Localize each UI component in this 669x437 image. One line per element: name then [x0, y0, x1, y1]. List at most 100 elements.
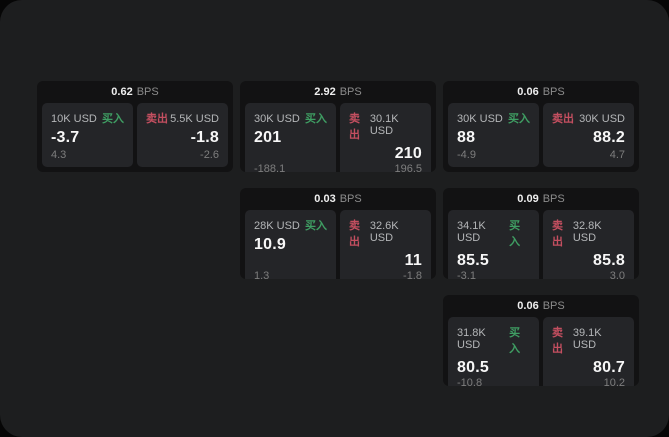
buy-panel[interactable]: 30K USD 买入 201 -188.1: [245, 103, 336, 172]
buy-price: 88: [457, 129, 476, 146]
bps-unit-label: BPS: [136, 86, 159, 98]
buy-delta: -4.9: [457, 149, 476, 161]
sell-panel-header: 卖出 39.1K USD: [552, 324, 625, 356]
sell-tag: 卖出: [349, 113, 360, 141]
sell-amount: 32.8K USD: [572, 220, 602, 244]
sell-panel-header: 卖出 32.8K USD: [552, 217, 625, 249]
sell-amount: 32.6K USD: [369, 220, 399, 244]
bps-header: 0.62 BPS: [37, 81, 233, 103]
buy-panel[interactable]: 31.8K USD 买入 80.5 -10.8: [448, 317, 539, 386]
buy-panel-header: 28K USD 买入: [254, 217, 327, 233]
sell-delta: -2.6: [200, 149, 219, 161]
bps-value: 0.06: [517, 300, 539, 312]
buy-price: 10.9: [254, 236, 286, 253]
quote-body: 10K USD 买入 -3.7 4.3 卖出 5.5K USD -1.8 -2.…: [37, 103, 233, 172]
buy-tag: 买入: [508, 113, 530, 125]
buy-panel-header: 34.1K USD 买入: [457, 217, 530, 249]
quote-card: 0.62 BPS 10K USD 买入 -3.7 4.3 卖出 5.5K USD: [37, 81, 233, 172]
buy-amount: 30K USD: [254, 113, 300, 125]
sell-panel[interactable]: 卖出 32.8K USD 85.8 3.0: [543, 210, 634, 279]
sell-delta: 196.5: [394, 163, 422, 172]
buy-tag: 买入: [305, 113, 327, 125]
buy-delta: -3.1: [457, 270, 476, 279]
quote-card: 0.03 BPS 28K USD 买入 10.9 1.3 卖出 32.6K US…: [240, 188, 436, 279]
buy-price: 201: [254, 129, 282, 146]
buy-panel-header: 10K USD 买入: [51, 110, 124, 126]
bps-header: 2.92 BPS: [240, 81, 436, 103]
sell-amount: 39.1K USD: [572, 327, 602, 351]
buy-tag: 买入: [305, 220, 327, 232]
quote-card: 0.09 BPS 34.1K USD 买入 85.5 -3.1 卖出 32.8K…: [443, 188, 639, 279]
buy-panel[interactable]: 30K USD 买入 88 -4.9: [448, 103, 539, 167]
buy-panel[interactable]: 28K USD 买入 10.9 1.3: [245, 210, 336, 279]
buy-panel-header: 31.8K USD 买入: [457, 324, 530, 356]
quote-body: 28K USD 买入 10.9 1.3 卖出 32.6K USD 11 -1.8: [240, 210, 436, 279]
buy-delta: -188.1: [254, 163, 286, 172]
sell-price: -1.8: [190, 129, 219, 146]
buy-amount: 28K USD: [254, 220, 300, 232]
buy-panel[interactable]: 10K USD 买入 -3.7 4.3: [42, 103, 133, 167]
bps-value: 0.03: [314, 193, 336, 205]
quote-body: 30K USD 买入 88 -4.9 卖出 30K USD 88.2 4.7: [443, 103, 639, 172]
buy-tag: 买入: [102, 113, 124, 125]
sell-panel-header: 卖出 30.1K USD: [349, 110, 422, 142]
sell-delta: -1.8: [403, 270, 422, 279]
sell-delta: 4.7: [609, 149, 625, 161]
buy-amount: 34.1K USD: [457, 220, 486, 244]
bps-unit-label: BPS: [339, 193, 362, 205]
buy-panel-header: 30K USD 买入: [254, 110, 327, 126]
buy-tag: 买入: [509, 220, 521, 248]
buy-panel[interactable]: 34.1K USD 买入 85.5 -3.1: [448, 210, 539, 279]
sell-price: 88.2: [593, 129, 625, 146]
sell-amount: 30K USD: [579, 113, 625, 125]
buy-delta: -10.8: [457, 377, 483, 386]
buy-amount: 30K USD: [457, 113, 503, 125]
bps-value: 0.62: [111, 86, 133, 98]
sell-price: 210: [394, 145, 422, 162]
buy-price: 85.5: [457, 252, 489, 269]
sell-panel-header: 卖出 5.5K USD: [146, 110, 219, 126]
sell-amount: 5.5K USD: [170, 113, 219, 125]
bps-unit-label: BPS: [542, 86, 565, 98]
sell-amount: 30.1K USD: [369, 113, 399, 137]
quote-card: 2.92 BPS 30K USD 买入 201 -188.1 卖出 30.1K …: [240, 81, 436, 172]
quote-card-grid: 0.62 BPS 10K USD 买入 -3.7 4.3 卖出 5.5K USD: [37, 81, 639, 386]
buy-amount: 31.8K USD: [457, 327, 486, 351]
sell-panel-header: 卖出 30K USD: [552, 110, 625, 126]
sell-delta: 10.2: [603, 377, 625, 386]
buy-delta: 4.3: [51, 149, 67, 161]
sell-tag: 卖出: [552, 113, 574, 125]
sell-panel-header: 卖出 32.6K USD: [349, 217, 422, 249]
bps-header: 0.03 BPS: [240, 188, 436, 210]
sell-panel[interactable]: 卖出 32.6K USD 11 -1.8: [340, 210, 431, 279]
sell-panel[interactable]: 卖出 39.1K USD 80.7 10.2: [543, 317, 634, 386]
sell-panel[interactable]: 卖出 30K USD 88.2 4.7: [543, 103, 634, 167]
bps-value: 0.06: [517, 86, 539, 98]
sell-tag: 卖出: [349, 220, 360, 248]
bps-value: 2.92: [314, 86, 336, 98]
buy-delta: 1.3: [254, 270, 270, 279]
quote-card: 0.06 BPS 30K USD 买入 88 -4.9 卖出 30K USD: [443, 81, 639, 172]
sell-price: 80.7: [593, 359, 625, 376]
sell-tag: 卖出: [552, 327, 563, 355]
buy-tag: 买入: [509, 327, 521, 355]
quote-body: 34.1K USD 买入 85.5 -3.1 卖出 32.8K USD 85.8…: [443, 210, 639, 279]
bps-unit-label: BPS: [542, 300, 565, 312]
sell-tag: 卖出: [146, 113, 168, 125]
sell-panel[interactable]: 卖出 5.5K USD -1.8 -2.6: [137, 103, 228, 167]
bps-value: 0.09: [517, 193, 539, 205]
bps-unit-label: BPS: [339, 86, 362, 98]
buy-price: 80.5: [457, 359, 489, 376]
quote-body: 30K USD 买入 201 -188.1 卖出 30.1K USD 210 1…: [240, 103, 436, 172]
sell-delta: 3.0: [609, 270, 625, 279]
sell-price: 85.8: [593, 252, 625, 269]
buy-amount: 10K USD: [51, 113, 97, 125]
quote-body: 31.8K USD 买入 80.5 -10.8 卖出 39.1K USD 80.…: [443, 317, 639, 386]
bps-header: 0.06 BPS: [443, 295, 639, 317]
sell-panel[interactable]: 卖出 30.1K USD 210 196.5: [340, 103, 431, 172]
bps-header: 0.09 BPS: [443, 188, 639, 210]
bps-header: 0.06 BPS: [443, 81, 639, 103]
buy-price: -3.7: [51, 129, 80, 146]
sell-price: 11: [404, 252, 422, 269]
